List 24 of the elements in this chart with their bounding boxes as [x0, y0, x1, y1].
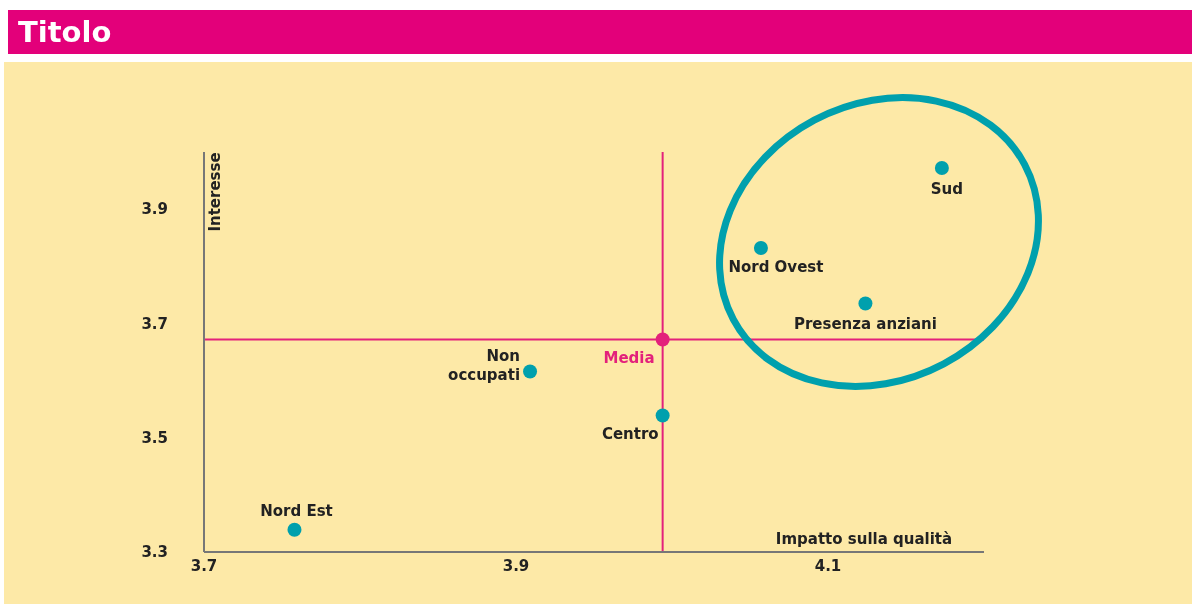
x-axis-title: Impatto sulla qualità: [775, 530, 953, 548]
point: [858, 296, 873, 311]
annotation: Nord Ovest: [728, 258, 824, 276]
y-axis-title: Interesse: [206, 152, 224, 232]
annotation: Presenza anziani: [793, 315, 937, 334]
point: [934, 161, 949, 175]
point: [753, 241, 768, 255]
x-tick-label: 4.1: [814, 556, 842, 575]
point: [655, 408, 670, 423]
y-tick-label: 3.7: [141, 314, 168, 333]
chart-title: Titolo: [8, 10, 1192, 54]
point: [655, 332, 670, 347]
annotation: Nord Est: [260, 501, 333, 520]
annotation: Sud: [930, 180, 963, 198]
point: [523, 364, 538, 379]
annotation: Centro: [601, 425, 659, 444]
y-tick-label: 3.3: [141, 543, 168, 562]
y-tick-label: 3.5: [141, 429, 168, 448]
x-tick-label: 3.9: [502, 556, 530, 575]
x-tick-label: 3.7: [190, 556, 218, 575]
series-label: Media: [603, 349, 655, 368]
annotation: Non occupati: [448, 346, 521, 384]
y-tick-label: 3.9: [141, 200, 168, 219]
point: [287, 522, 302, 537]
